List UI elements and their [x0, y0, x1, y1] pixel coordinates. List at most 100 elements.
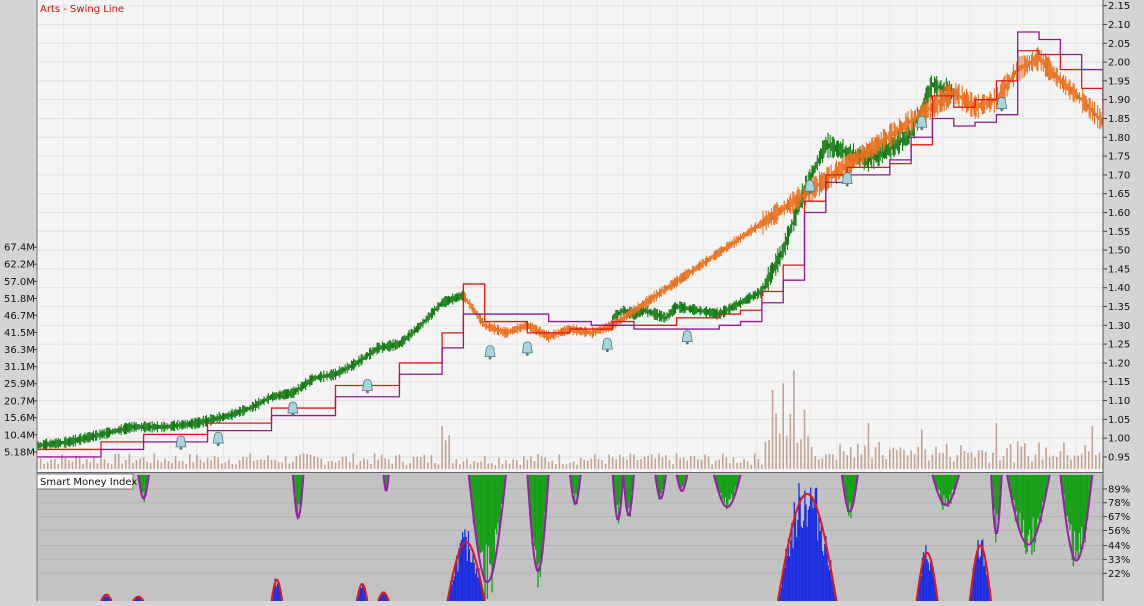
smi-green-smooth-line: [622, 474, 635, 517]
swing-line-lower: [37, 31, 1104, 458]
volume-tick-label: 51.8M: [4, 294, 35, 305]
price-tick-label: 1.90: [1108, 95, 1130, 106]
volume-tick-label: 67.4M: [4, 243, 35, 254]
smi-blue-smooth-line: [100, 593, 113, 602]
smi-green-smooth-line: [569, 474, 582, 505]
smi-tick-label: 89%: [1108, 484, 1130, 495]
price-tick-label: 1.65: [1108, 189, 1130, 200]
smi-green-smooth-line: [990, 474, 1003, 535]
smi-tick-label: 33%: [1108, 555, 1130, 566]
bell-icon: [916, 115, 928, 131]
volume-tick-label: 57.0M: [4, 277, 35, 288]
price-tick-label: 1.70: [1108, 170, 1130, 181]
smi-blue-smooth-line: [776, 492, 838, 602]
bell-clapper: [179, 447, 183, 450]
volume-tick-label: 31.1M: [4, 362, 35, 373]
bell-icon: [361, 379, 373, 394]
smi-green-smooth-line: [291, 474, 305, 519]
bell-clapper: [488, 356, 492, 360]
bell-body: [212, 431, 224, 444]
smi-green-smooth-line: [675, 474, 689, 492]
price-tick-label: 2.10: [1108, 20, 1130, 31]
bell-icon: [484, 345, 496, 360]
smi-blue-smooth-line: [377, 591, 390, 602]
bell-clapper: [845, 183, 849, 187]
bell-clapper: [1000, 108, 1004, 112]
axes: 0.95 1.00 1.05 1.10 1.15 1.20 1.25 1.30 1.35 1.40…: [4, 0, 1144, 601]
smi-tick-label: 44%: [1108, 541, 1130, 552]
bell-body: [916, 115, 928, 128]
price-tick-label: 1.00: [1108, 434, 1130, 445]
bell-body: [841, 172, 853, 185]
bell-body: [804, 179, 816, 192]
price-tick-label: 1.50: [1108, 246, 1130, 257]
smi-green-smooth-line: [1059, 474, 1094, 562]
bell-clapper: [920, 127, 924, 131]
bell-icon: [175, 435, 187, 450]
price-tick-label: 2.15: [1108, 1, 1130, 12]
bell-body: [521, 341, 533, 354]
volume-tick-label: 62.2M: [4, 260, 35, 271]
volume-tick-label: 10.4M: [4, 430, 35, 441]
bell-icon: [287, 401, 299, 416]
bell-clapper: [525, 352, 529, 356]
volume-tick-label: 36.3M: [4, 345, 35, 356]
smi-blue-smooth-line: [446, 541, 486, 602]
price-tick-label: 1.95: [1108, 76, 1130, 87]
bell-clapper: [216, 443, 220, 447]
price-tick-label: 2.05: [1108, 39, 1130, 50]
smi-green-smooth-line: [467, 474, 508, 584]
smi-green-smooth-line: [611, 474, 625, 521]
smi-green-smooth-line: [382, 474, 390, 492]
smi-blue-smooth-line: [270, 578, 284, 602]
price-tick-label: 1.60: [1108, 208, 1130, 219]
bell-body: [681, 330, 693, 343]
price-tick-label: 1.30: [1108, 321, 1130, 332]
bell-clapper: [685, 341, 689, 345]
smi-blue-smooth-line: [132, 595, 145, 602]
smi-green-smooth-line: [1006, 474, 1051, 546]
price-lines: [36, 31, 1104, 458]
smi-green-smooth-line: [840, 474, 859, 513]
bell-body: [361, 379, 373, 391]
price-tick-label: 1.05: [1108, 415, 1130, 426]
smi-histogram: [100, 474, 1094, 604]
price-tick-label: 1.10: [1108, 396, 1130, 407]
bell-icon: [521, 341, 533, 356]
smi-green-smooth-line: [712, 474, 742, 509]
bell-body: [484, 345, 496, 358]
smi-green-smooth-line: [931, 474, 961, 506]
price-tick-label: 1.15: [1108, 377, 1130, 388]
price-tick-label: 0.95: [1108, 452, 1130, 463]
volume-bars: [36, 370, 1104, 469]
bell-clapper: [291, 413, 295, 416]
price-tick-label: 2.00: [1108, 58, 1130, 69]
volume-tick-label: 20.7M: [4, 396, 35, 407]
smi-tick-label: 67%: [1108, 512, 1130, 523]
price-tick-label: 1.40: [1108, 283, 1130, 294]
bell-icon: [601, 337, 613, 353]
bell-icon: [841, 172, 853, 187]
bell-icon: [804, 179, 816, 195]
price-tick-label: 1.55: [1108, 227, 1130, 238]
bell-body: [287, 401, 299, 414]
smi-blue-smooth-line: [915, 551, 939, 602]
price-tick-label: 1.20: [1108, 358, 1130, 369]
smi-tick-label: 22%: [1108, 569, 1130, 580]
bell-body: [175, 435, 187, 448]
volume-tick-label: 5.18M: [4, 447, 35, 458]
smi-tick-label: 56%: [1108, 526, 1130, 537]
price-tick-label: 1.45: [1108, 264, 1130, 275]
bell-body: [996, 97, 1008, 109]
chart-title: Arts - Swing Line: [40, 4, 124, 15]
volume-tick-label: 41.5M: [4, 328, 35, 339]
bell-clapper: [605, 349, 609, 353]
smi-green-smooth-line: [137, 474, 150, 500]
bell-icon: [681, 330, 693, 345]
volume-tick-label: 46.7M: [4, 311, 35, 322]
price-tick-label: 1.75: [1108, 152, 1130, 163]
bell-clapper: [366, 390, 369, 394]
bell-icon: [212, 431, 224, 447]
signal-markers: [175, 97, 1008, 450]
